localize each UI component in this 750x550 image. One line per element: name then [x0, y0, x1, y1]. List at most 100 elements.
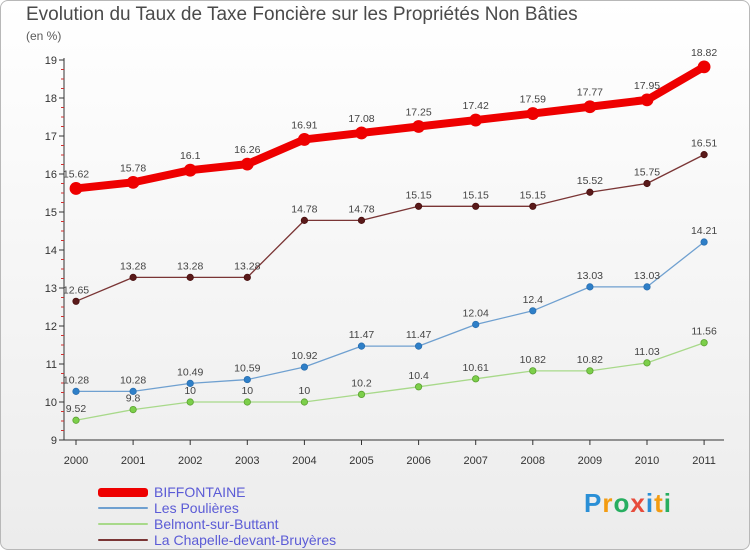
data-point — [643, 359, 651, 367]
data-label: 14.78 — [348, 203, 374, 215]
data-point — [243, 375, 251, 384]
logo-letter: r — [602, 488, 614, 518]
data-point — [700, 151, 708, 159]
data-label: 14.78 — [291, 203, 317, 215]
data-label: 12.65 — [63, 284, 89, 296]
data-point — [300, 363, 308, 371]
x-tick-label: 2009 — [578, 455, 602, 467]
y-tick-label: 15 — [45, 207, 57, 219]
data-point — [300, 216, 308, 224]
logo-letter: x — [630, 488, 646, 518]
data-point — [126, 175, 140, 189]
data-label: 16.1 — [180, 150, 201, 162]
x-tick-label: 2008 — [521, 455, 545, 467]
data-point — [357, 390, 366, 398]
data-label: 13.03 — [634, 270, 660, 282]
data-point — [240, 157, 254, 171]
chart-title: Evolution du Taux de Taxe Foncière sur l… — [26, 4, 578, 25]
y-tick-label: 10 — [45, 397, 57, 409]
x-tick-label: 2004 — [292, 455, 316, 467]
x-tick-label: 2000 — [64, 455, 88, 467]
data-point — [586, 367, 594, 375]
data-label: 11.47 — [349, 329, 375, 341]
legend-item: BIFFONTAINE — [98, 484, 336, 500]
proxiti-logo: Proxiti — [584, 488, 672, 519]
series-line-1 — [75, 241, 705, 393]
series-line-3 — [75, 153, 705, 302]
data-label: 10.92 — [291, 350, 317, 362]
data-label: 13.28 — [234, 260, 260, 272]
data-label: 10.4 — [408, 370, 429, 382]
logo-letter: o — [613, 488, 631, 518]
logo-letter: t — [654, 488, 664, 518]
data-label: 11.47 — [406, 329, 432, 341]
data-label: 10.49 — [177, 366, 203, 378]
data-point — [529, 202, 537, 210]
data-point — [129, 387, 137, 395]
data-label: 16.26 — [234, 144, 260, 156]
legend-item: Belmont-sur-Buttant — [98, 516, 336, 532]
data-point — [526, 107, 540, 120]
data-label: 9.8 — [126, 393, 141, 405]
data-point — [414, 342, 423, 350]
data-point — [640, 93, 654, 107]
data-point — [643, 179, 651, 188]
data-label: 13.03 — [577, 270, 603, 282]
data-point — [355, 126, 368, 140]
data-point — [357, 342, 366, 350]
legend-item: La Chapelle-devant-Bruyères — [98, 532, 336, 548]
data-point — [297, 133, 311, 146]
data-point — [700, 238, 708, 246]
data-label: 15.15 — [520, 189, 546, 201]
data-point — [586, 188, 594, 196]
legend-swatch — [98, 487, 148, 497]
data-label: 10.2 — [351, 377, 372, 389]
data-label: 15.78 — [120, 162, 146, 174]
data-label: 11.03 — [634, 346, 660, 358]
legend-label: Les Poulières — [154, 500, 239, 516]
x-tick-label: 2010 — [635, 455, 659, 467]
data-point — [129, 273, 137, 281]
data-label: 17.77 — [577, 87, 603, 99]
data-point — [243, 398, 251, 406]
x-tick-label: 2002 — [178, 455, 202, 467]
x-tick-label: 2007 — [463, 455, 487, 467]
data-point — [529, 307, 537, 315]
data-point — [300, 398, 308, 406]
data-label: 10.82 — [520, 354, 546, 366]
data-point — [183, 163, 197, 177]
data-point — [583, 100, 597, 114]
legend-swatch — [98, 523, 148, 525]
data-label: 11.56 — [691, 326, 717, 338]
data-label: 10 — [299, 385, 311, 397]
data-point — [586, 283, 594, 291]
legend-label: Belmont-sur-Buttant — [154, 516, 279, 532]
logo-letter: i — [645, 488, 655, 518]
data-label: 12.04 — [463, 307, 489, 319]
data-label: 10.28 — [63, 374, 89, 386]
x-tick-label: 2006 — [406, 455, 430, 467]
data-point — [129, 405, 137, 414]
data-label: 17.59 — [520, 94, 546, 106]
data-label: 16.51 — [691, 138, 717, 150]
data-point — [357, 216, 366, 224]
data-label: 15.15 — [463, 189, 489, 201]
data-point — [472, 375, 480, 383]
data-label: 17.42 — [463, 100, 489, 112]
y-tick-label: 19 — [45, 55, 57, 67]
legend-item: Les Poulières — [98, 500, 336, 516]
data-label: 10.28 — [120, 374, 146, 386]
chart-legend: BIFFONTAINE Les Poulières Belmont-sur-Butt… — [98, 484, 336, 548]
data-label: 16.91 — [291, 119, 317, 131]
y-tick-label: 14 — [45, 245, 57, 257]
data-point — [643, 283, 651, 291]
data-label: 10 — [241, 385, 253, 397]
y-axis-unit: (en %) — [26, 29, 62, 43]
data-label: 10 — [184, 385, 196, 397]
data-point — [414, 202, 423, 210]
data-label: 9.52 — [66, 403, 87, 415]
legend-label: BIFFONTAINE — [154, 484, 246, 500]
y-tick-label: 13 — [45, 283, 57, 295]
